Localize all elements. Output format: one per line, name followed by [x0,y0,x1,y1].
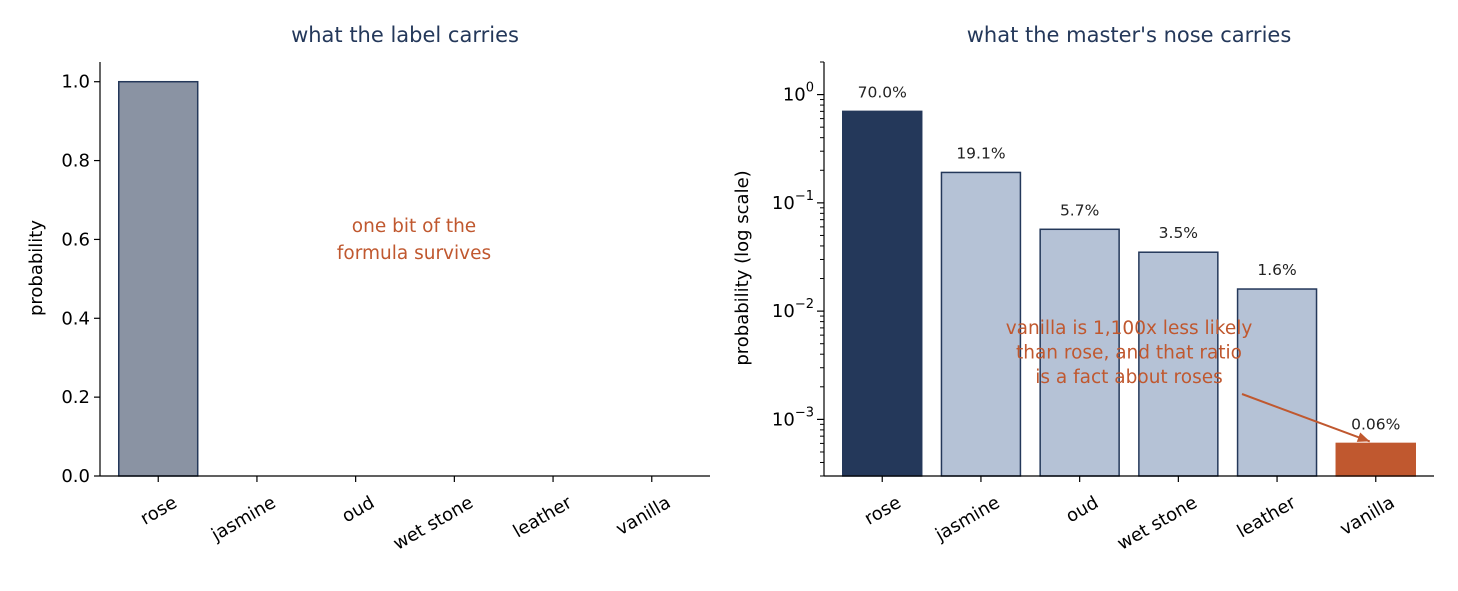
left-x-tick-label: rose [137,492,181,529]
left-x-tick-label: wet stone [390,492,477,554]
right-bar-rose [842,110,923,477]
right-chart-title: what the master's nose carries [967,23,1292,47]
right-x-tick-label: leather [1234,492,1300,543]
right-bar-leather [1236,288,1318,477]
annotation-arrow [1241,393,1371,443]
left-x-tick-label: oud [338,492,378,527]
left-y-tick-label: 0.8 [61,151,90,172]
right-y-tick-label: 10−3 [772,405,814,430]
right-bar-data-label: 1.6% [1257,261,1296,279]
right-y-axis-label: probability (log scale) [732,170,753,365]
right-bar-oud [1039,228,1120,477]
right-x-tick-label: rose [861,492,905,529]
right-bar-jasmine [940,171,1022,477]
left-y-tick-label: 0.6 [61,229,90,250]
right-y-tick-label: 100 [783,81,814,106]
left-chart-title: what the label carries [291,23,519,47]
left-y-tick-label: 1.0 [61,72,90,93]
left-x-tick-label: leather [510,492,576,543]
right-bar-data-label: 19.1% [956,144,1005,162]
left-y-tick-label: 0.0 [61,466,90,487]
right-bar-data-label: 3.5% [1159,224,1198,242]
right-chart: what the master's nose carries probabili… [732,23,1434,555]
right-annotation: vanilla is 1,100x less likely than rose, … [1006,318,1253,388]
right-x-tick-label: oud [1062,492,1102,527]
annotation-arrowhead [1356,432,1370,442]
left-x-tick-label: jasmine [207,492,279,546]
right-bar-data-label: 0.06% [1351,415,1400,433]
left-annotation: one bit of the formula survives [337,216,491,264]
right-x-tick-label: wet stone [1114,492,1201,554]
left-y-tick-label: 0.4 [61,308,90,329]
right-bar-vanilla [1335,442,1416,477]
left-chart: what the label carries probability 0.0 0.… [26,23,710,555]
left-y-axis-label: probability [26,220,47,316]
left-bar-rose [118,80,199,477]
left-x-tick-label: vanilla [613,492,675,540]
right-x-tick-label: jasmine [931,492,1003,546]
right-bar-wet-stone [1138,251,1219,477]
right-y-tick-label: 10−2 [772,297,814,322]
right-x-tick-label: vanilla [1337,492,1399,540]
left-y-tick-label: 0.2 [61,387,90,408]
right-y-tick-label: 10−1 [772,189,814,214]
right-bar-data-label: 5.7% [1060,201,1099,219]
right-bar-data-label: 70.0% [858,83,907,101]
